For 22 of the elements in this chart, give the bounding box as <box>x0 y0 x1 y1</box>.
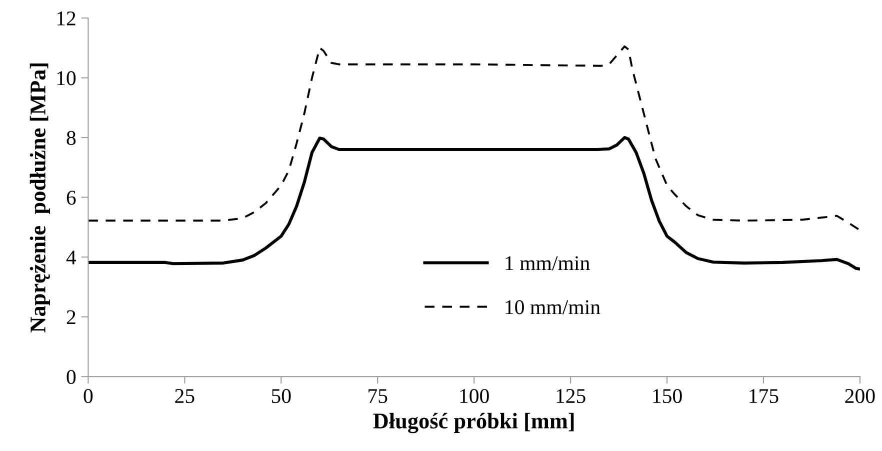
y-tick-label: 10 <box>57 71 76 86</box>
x-tick-label: 25 <box>175 389 194 404</box>
x-tick-label: 150 <box>653 388 682 404</box>
line-series <box>88 136 860 271</box>
y-tick-label: 4 <box>66 250 76 264</box>
x-tick-label: 50 <box>272 388 291 404</box>
x-tick-label: 175 <box>750 389 778 404</box>
x-tick-label: 75 <box>368 389 388 404</box>
x-tick-label: 125 <box>556 389 586 404</box>
legend-label: 1 mm/min <box>506 256 590 270</box>
line-series <box>88 45 860 232</box>
y-tick-label: 2 <box>66 310 76 324</box>
y-tick-label: 12 <box>57 11 76 26</box>
y-axis-title: Naprężenie podłużne [MPa] <box>30 63 50 332</box>
x-tick-label: 200 <box>845 388 875 404</box>
legend-label: 10 mm/min <box>506 300 600 314</box>
x-tick-label: 100 <box>460 388 489 404</box>
x-tick-label: 0 <box>84 388 93 404</box>
y-tick-label: 0 <box>66 370 76 384</box>
y-tick-label: 6 <box>66 190 76 205</box>
x-axis-title: Długość próbki [mm] <box>373 412 574 434</box>
y-tick-label: 8 <box>66 130 76 145</box>
